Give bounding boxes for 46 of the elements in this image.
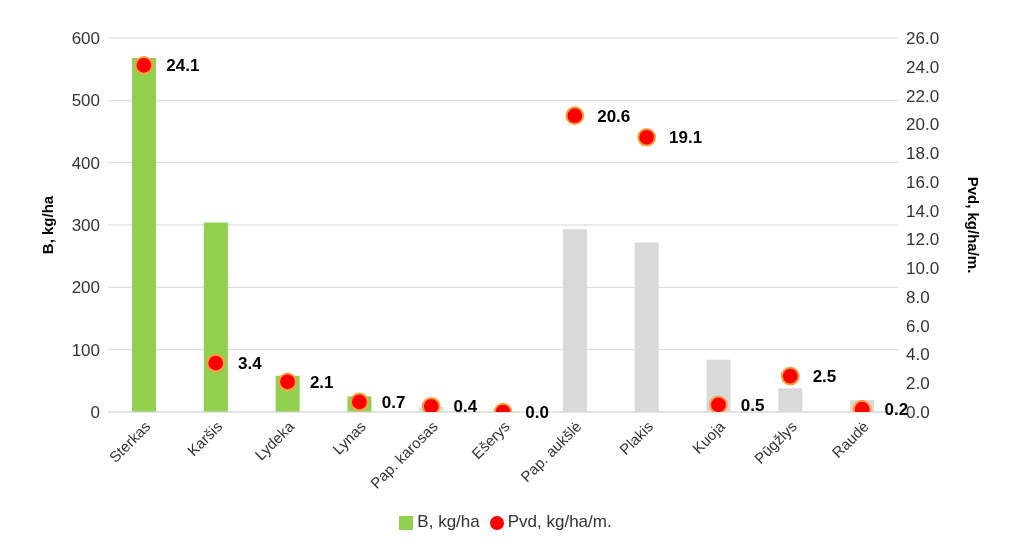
point (278, 372, 297, 392)
y2-tick-label: 16.0 (906, 172, 940, 192)
y2-tick-label: 0.0 (906, 403, 930, 423)
point (350, 392, 369, 412)
bar (203, 222, 228, 412)
y-tick-label: 600 (71, 29, 100, 49)
y2-tick-label: 8.0 (906, 287, 930, 307)
y2-tick-label: 14.0 (906, 201, 940, 221)
y-tick-label: 400 (71, 153, 100, 173)
data-label: 2.5 (812, 367, 837, 387)
point (565, 106, 585, 126)
y-tick-label: 100 (71, 340, 100, 360)
point (134, 55, 154, 75)
data-label: 20.6 (597, 106, 631, 126)
y-axis-title: B, kg/ha (39, 195, 57, 255)
y2-axis-title: Pvd, kg/ha/m. (964, 176, 982, 274)
y2-tick-label: 2.0 (906, 374, 930, 394)
point (709, 395, 728, 412)
point (780, 366, 800, 386)
y2-tick-label: 26.0 (906, 29, 940, 49)
legend-label: Pvd, kg/ha/m. (507, 512, 612, 531)
y2-tick-label: 20.0 (906, 115, 940, 135)
point (421, 396, 441, 412)
y2-tick-label: 10.0 (906, 259, 940, 279)
data-label: 0.4 (453, 397, 478, 417)
y2-tick-label: 18.0 (906, 144, 940, 164)
data-label: 0.5 (740, 395, 765, 415)
y2-tick-label: 6.0 (906, 316, 930, 336)
data-label: 3.4 (238, 354, 263, 374)
y2-tick-label: 22.0 (906, 86, 940, 106)
legend-label: B, kg/ha (417, 512, 480, 531)
y-tick-label: 300 (71, 216, 100, 236)
y2-tick-label: 24.0 (906, 57, 940, 77)
data-label: 24.1 (166, 56, 200, 76)
point (637, 127, 656, 147)
y-tick-label: 200 (71, 278, 100, 298)
data-label: 19.1 (669, 128, 703, 148)
y-tick-label: 0 (90, 403, 100, 423)
y2-tick-label: 4.0 (906, 345, 930, 365)
bar (132, 57, 156, 412)
y-tick-label: 500 (71, 91, 100, 111)
data-label: 0.0 (525, 403, 550, 423)
y2-tick-label: 12.0 (906, 230, 940, 250)
point (206, 353, 226, 373)
data-label: 0.7 (381, 392, 406, 412)
data-label: 2.1 (309, 372, 334, 392)
